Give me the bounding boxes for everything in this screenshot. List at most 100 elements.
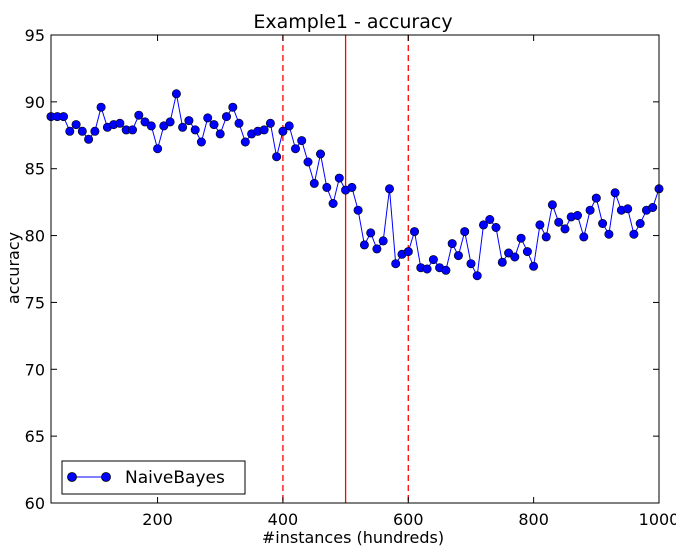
y-tick-label: 65 — [25, 427, 45, 446]
data-point — [629, 229, 639, 239]
data-point — [222, 112, 232, 122]
data-point — [591, 193, 601, 203]
data-point — [265, 118, 275, 128]
data-point — [422, 264, 432, 274]
data-point — [196, 137, 206, 147]
data-point — [560, 224, 570, 234]
data-point — [209, 120, 219, 130]
data-point — [84, 134, 94, 144]
data-point — [541, 232, 551, 242]
legend: NaiveBayes — [61, 460, 246, 495]
data-point — [460, 227, 470, 237]
data-point — [497, 257, 507, 267]
data-point — [284, 121, 294, 131]
data-point — [90, 126, 100, 136]
data-point — [516, 233, 526, 243]
axis-ticks: 200 400 600 800 1000 60 65 70 75 80 85 90 95 — [25, 26, 676, 529]
data-point — [347, 182, 357, 192]
data-point — [604, 229, 614, 239]
data-point — [165, 117, 175, 127]
data-point — [391, 259, 401, 269]
data-point — [328, 199, 338, 209]
plot-area-frame — [50, 34, 660, 504]
data-point — [585, 205, 595, 215]
chart-title: Example1 - accuracy — [253, 11, 452, 33]
data-point — [322, 182, 332, 192]
series-layer — [46, 89, 664, 281]
x-tick-label: 200 — [142, 510, 173, 529]
data-point — [510, 252, 520, 262]
data-point — [128, 125, 138, 135]
data-point — [447, 239, 457, 249]
data-point — [190, 125, 200, 135]
y-tick-label: 90 — [25, 93, 45, 112]
data-point — [572, 211, 582, 221]
legend-marker-left — [67, 472, 77, 482]
data-point — [146, 121, 156, 131]
data-point — [535, 220, 545, 230]
x-tick-label: 400 — [268, 510, 299, 529]
data-point — [478, 220, 488, 230]
data-point — [334, 173, 344, 183]
data-point — [372, 244, 382, 254]
data-point — [58, 112, 68, 122]
data-point — [77, 126, 87, 136]
data-point — [359, 240, 369, 250]
legend-marker-right — [101, 472, 111, 482]
data-point — [65, 126, 75, 136]
data-point — [466, 259, 476, 269]
data-point — [234, 118, 244, 128]
data-point — [384, 184, 394, 194]
data-point — [648, 203, 658, 213]
y-tick-label: 80 — [25, 227, 45, 246]
data-point — [297, 136, 307, 146]
data-point — [598, 219, 608, 229]
data-point — [153, 144, 163, 154]
data-point — [453, 251, 463, 261]
data-point — [579, 232, 589, 242]
data-point — [428, 255, 438, 265]
data-point — [290, 144, 300, 154]
data-point — [441, 265, 451, 275]
data-point — [134, 110, 144, 120]
data-point — [203, 113, 213, 123]
data-point — [485, 215, 495, 225]
data-point — [228, 102, 238, 112]
data-point — [378, 236, 388, 246]
y-tick-label: 85 — [25, 160, 45, 179]
x-axis-label: #instances (hundreds) — [262, 528, 444, 547]
data-point — [409, 227, 419, 237]
data-point — [522, 247, 532, 257]
data-point — [635, 219, 645, 229]
data-point — [610, 188, 620, 198]
data-point — [171, 89, 181, 99]
data-point — [259, 125, 269, 135]
data-point — [315, 149, 325, 159]
y-tick-label: 60 — [25, 494, 45, 513]
data-point — [140, 117, 150, 127]
x-tick-label: 1000 — [639, 510, 676, 529]
x-tick-label: 600 — [393, 510, 424, 529]
y-tick-label: 95 — [25, 26, 45, 45]
data-point — [272, 152, 282, 162]
data-point — [547, 200, 557, 210]
data-point — [96, 102, 106, 112]
data-point — [366, 228, 376, 238]
data-point — [240, 137, 250, 147]
data-point — [353, 205, 363, 215]
vertical-reference-lines — [282, 35, 409, 503]
data-point — [623, 204, 633, 214]
data-point — [184, 116, 194, 126]
data-point — [309, 178, 319, 188]
data-point — [491, 223, 501, 233]
data-point — [178, 122, 188, 132]
y-tick-label: 70 — [25, 360, 45, 379]
data-point — [472, 271, 482, 281]
y-axis-label: accuracy — [4, 232, 23, 304]
legend-label: NaiveBayes — [125, 468, 225, 488]
y-tick-label: 75 — [25, 293, 45, 312]
data-point — [278, 126, 288, 136]
data-point — [403, 247, 413, 257]
